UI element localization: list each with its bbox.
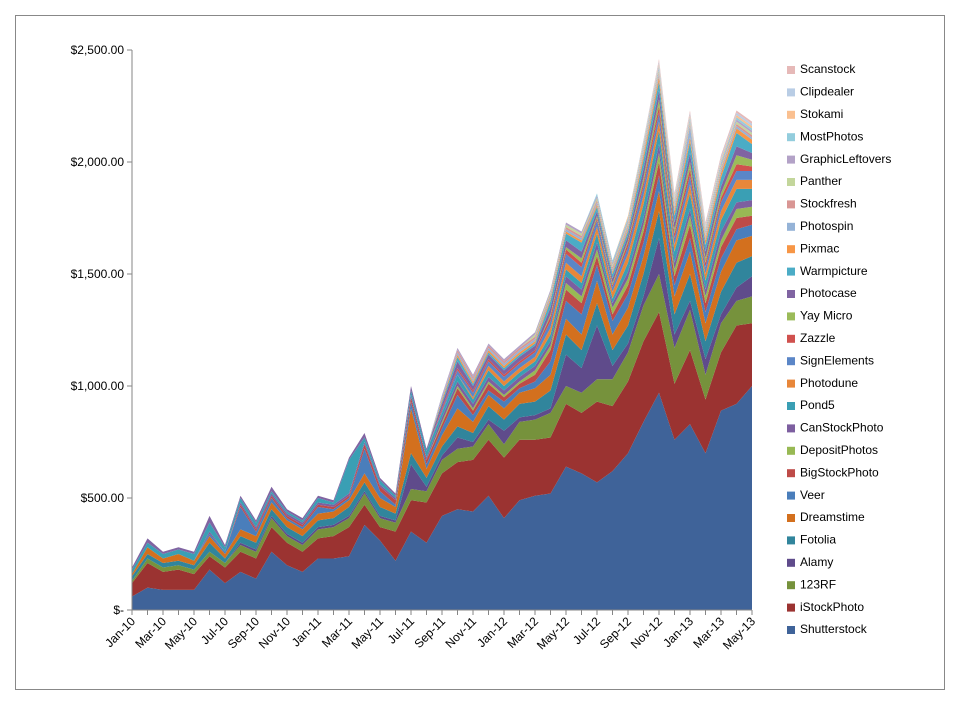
area (132, 130, 752, 575)
legend-label: Alamy (800, 555, 833, 569)
legend-label: Scanstock (800, 62, 856, 76)
legend-swatch (787, 245, 795, 254)
legend-swatch (787, 200, 795, 209)
legend-label: Panther (800, 174, 842, 188)
area (132, 386, 752, 610)
y-tick-label: $1,000.00 (71, 379, 125, 393)
legend-swatch (787, 88, 795, 97)
legend-label: Photospin (800, 219, 853, 233)
legend-label: GraphicLeftovers (800, 152, 891, 166)
y-tick-label: $500.00 (81, 491, 125, 505)
legend-swatch (787, 222, 795, 231)
y-tick-label: $2,500.00 (71, 43, 125, 57)
legend-label: Pond5 (800, 398, 835, 412)
legend-swatch (787, 290, 795, 298)
legend-swatch (787, 536, 795, 545)
legend-label: BigStockPhoto (800, 465, 879, 479)
legend-swatch (787, 491, 795, 500)
legend-label: SignElements (800, 353, 874, 367)
legend-label: Clipdealer (800, 85, 854, 99)
area (132, 112, 752, 570)
area (132, 162, 752, 575)
y-tick-label: $- (113, 603, 124, 617)
area (132, 191, 752, 577)
legend-label: Yay Micro (800, 309, 853, 323)
legend-swatch (787, 424, 795, 433)
legend-label: DepositPhotos (800, 443, 878, 457)
area (132, 211, 752, 581)
legend-label: iStockPhoto (800, 600, 864, 614)
legend-swatch (787, 357, 795, 366)
legend-label: Pixmac (800, 241, 839, 255)
legend-swatch (787, 514, 795, 522)
legend-label: Stockfresh (800, 197, 857, 211)
legend-label: Zazzle (800, 331, 836, 345)
legend-swatch (787, 110, 795, 119)
legend-label: Fotolia (800, 533, 836, 547)
legend-label: Photocase (800, 286, 857, 300)
legend-swatch (787, 446, 795, 455)
legend-swatch (787, 312, 795, 321)
y-tick-label: $1,500.00 (71, 267, 125, 281)
legend-swatch (787, 133, 795, 142)
legend-swatch (787, 155, 795, 164)
legend-label: CanStockPhoto (800, 421, 884, 435)
legend-swatch (787, 267, 795, 276)
legend-label: Warmpicture (800, 264, 868, 278)
legend-swatch (787, 603, 795, 612)
legend-swatch (787, 581, 795, 590)
legend-label: Veer (800, 488, 825, 502)
legend-label: Stokami (800, 107, 843, 121)
legend-swatch (787, 178, 795, 186)
legend-label: MostPhotos (800, 129, 863, 143)
legend-label: Dreamstime (800, 510, 865, 524)
legend-swatch (787, 379, 795, 388)
legend-swatch (787, 402, 795, 410)
y-tick-label: $2,000.00 (71, 155, 125, 169)
area (132, 175, 752, 575)
legend-label: Photodune (800, 376, 858, 390)
legend-swatch (787, 66, 795, 74)
area (132, 121, 752, 570)
legend-swatch (787, 558, 795, 567)
legend-swatch (787, 626, 795, 634)
legend-label: Shutterstock (800, 622, 868, 636)
legend-swatch (787, 334, 795, 343)
legend-label: 123RF (800, 577, 836, 591)
area (132, 99, 752, 570)
legend-swatch (787, 469, 795, 478)
